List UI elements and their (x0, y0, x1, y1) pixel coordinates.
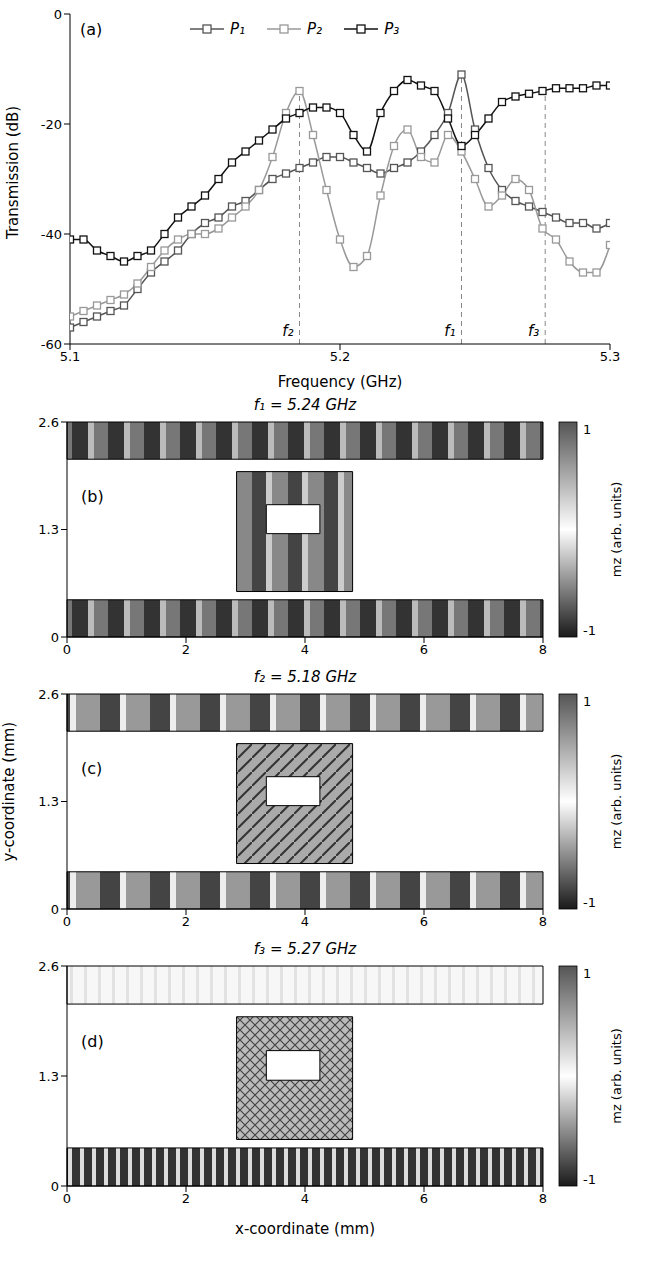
svg-text:Frequency (GHz): Frequency (GHz) (278, 373, 403, 391)
html-text:f₂ = 5.18 GHz: f₂ = 5.18 GHz (253, 668, 357, 686)
svg-text:0: 0 (63, 642, 71, 657)
svg-text:-60: -60 (41, 337, 62, 352)
svg-text:5.2: 5.2 (330, 349, 351, 364)
svg-text:8: 8 (539, 642, 547, 657)
html-text:f₃ = 5.27 GHz: f₃ = 5.27 GHz (253, 940, 357, 958)
svg-text:6: 6 (420, 1191, 428, 1206)
html-text:(d): (d) (81, 1032, 104, 1051)
html-text:(a): (a) (80, 20, 103, 39)
svg-text:x-coordinate (mm): x-coordinate (mm) (235, 1220, 375, 1238)
svg-text:-1: -1 (583, 895, 596, 910)
svg-text:mz (arb. units): mz (arb. units) (609, 1028, 624, 1124)
svg-text:0: 0 (51, 902, 59, 917)
svg-text:8: 8 (539, 1191, 547, 1206)
html-text:(c): (c) (81, 758, 103, 778)
svg-text:6: 6 (420, 914, 428, 929)
svg-text:0: 0 (51, 630, 59, 645)
html-text:P₁: P₁ (230, 20, 246, 38)
svg-text:4: 4 (301, 1191, 309, 1206)
svg-text:1.3: 1.3 (38, 794, 59, 809)
svg-text:0: 0 (63, 1191, 71, 1206)
svg-text:2: 2 (182, 642, 190, 657)
html-text:(b): (b) (81, 486, 104, 506)
svg-text:0: 0 (54, 7, 62, 22)
svg-text:5.3: 5.3 (600, 349, 621, 364)
svg-text:1.3: 1.3 (38, 1069, 59, 1084)
svg-text:2: 2 (182, 914, 190, 929)
html-text:f₁ = 5.24 GHz: f₁ = 5.24 GHz (253, 396, 357, 414)
svg-text:1: 1 (583, 694, 591, 709)
svg-text:-40: -40 (41, 227, 62, 242)
svg-text:0: 0 (51, 1179, 59, 1194)
svg-text:mz (arb. units): mz (arb. units) (609, 482, 624, 578)
svg-text:mz (arb. units): mz (arb. units) (609, 754, 624, 850)
svg-text:-1: -1 (583, 623, 596, 638)
svg-text:f₂: f₂ (282, 322, 293, 340)
svg-text:-20: -20 (41, 117, 62, 132)
svg-text:f₁: f₁ (444, 322, 455, 340)
svg-text:1: 1 (583, 422, 591, 437)
svg-text:0: 0 (63, 914, 71, 929)
html-text:P₃: P₃ (384, 20, 400, 38)
html-text:P₂: P₂ (307, 20, 323, 38)
svg-text:2: 2 (182, 1191, 190, 1206)
svg-text:2.6: 2.6 (38, 960, 59, 974)
svg-text:4: 4 (301, 642, 309, 657)
svg-text:1.3: 1.3 (38, 522, 59, 537)
svg-text:2.6: 2.6 (38, 416, 59, 430)
svg-text:f₃: f₃ (528, 322, 539, 340)
svg-text:y-coordinate (mm): y-coordinate (mm) (0, 722, 18, 862)
svg-text:2.6: 2.6 (38, 688, 59, 702)
svg-text:1: 1 (583, 966, 591, 981)
svg-text:-1: -1 (583, 1172, 596, 1187)
svg-text:4: 4 (301, 914, 309, 929)
svg-text:5.1: 5.1 (60, 349, 81, 364)
svg-text:6: 6 (420, 642, 428, 657)
svg-text:Transmission (dB): Transmission (dB) (4, 106, 22, 240)
svg-text:8: 8 (539, 914, 547, 929)
